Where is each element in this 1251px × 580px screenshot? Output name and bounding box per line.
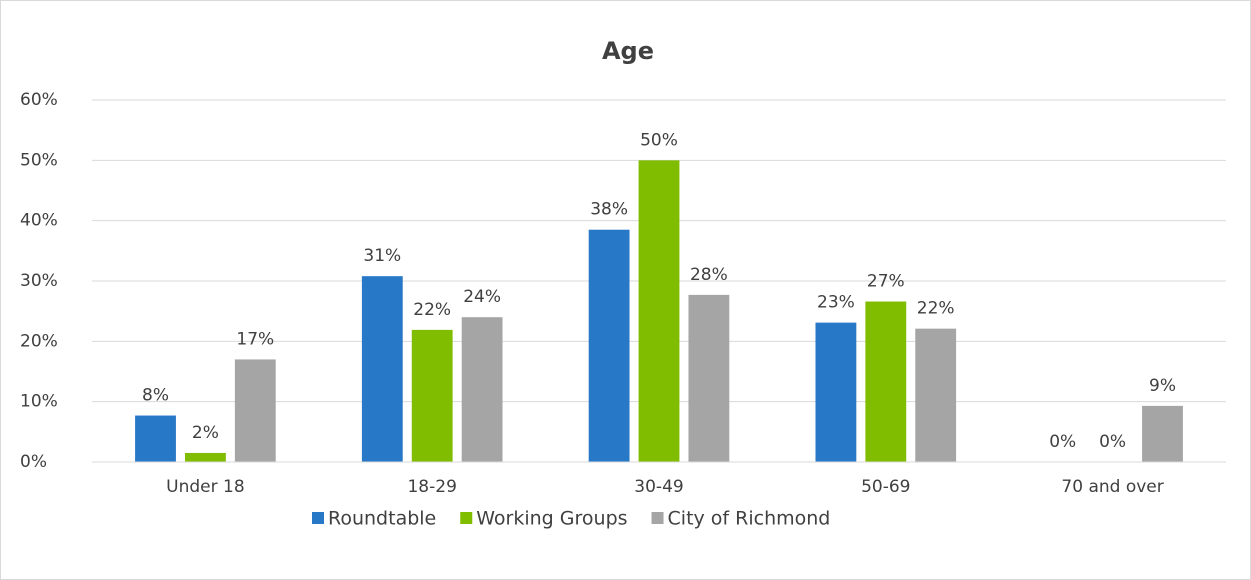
y-tick-label: 50% <box>20 150 58 170</box>
data-label: 22% <box>917 299 955 319</box>
x-tick-label: 70 and over <box>1061 477 1163 497</box>
y-tick-label: 60% <box>20 90 58 110</box>
legend-swatch <box>651 512 664 524</box>
legend-swatch <box>460 512 473 524</box>
bar <box>461 317 503 462</box>
data-label: 2% <box>192 423 219 443</box>
bar <box>688 294 730 462</box>
x-tick-label: Under 18 <box>166 477 245 497</box>
data-label: 0% <box>1049 432 1076 452</box>
bar <box>638 160 680 463</box>
data-label: 0% <box>1099 432 1126 452</box>
data-label: 28% <box>690 265 728 285</box>
x-tick-label: 18-29 <box>407 477 456 497</box>
bar <box>865 301 907 462</box>
bar <box>184 452 226 462</box>
bar <box>915 328 957 462</box>
y-tick-label: 0% <box>20 452 47 472</box>
x-tick-label: 50-69 <box>861 477 910 497</box>
x-tick-label: 30-49 <box>634 477 683 497</box>
y-tick-label: 20% <box>20 331 58 351</box>
y-tick-label: 30% <box>20 271 58 291</box>
bar <box>135 415 176 462</box>
data-label: 38% <box>590 200 628 220</box>
legend-label: Roundtable <box>328 508 436 530</box>
data-label: 22% <box>413 300 451 320</box>
data-label: 9% <box>1149 376 1176 396</box>
data-label: 8% <box>142 386 169 406</box>
y-tick-label: 10% <box>20 392 58 412</box>
bar <box>588 229 630 462</box>
legend-swatch <box>312 512 324 524</box>
y-tick-label: 40% <box>20 211 58 231</box>
legend-label: Working Groups <box>476 508 627 530</box>
data-label: 23% <box>817 293 855 313</box>
data-label: 17% <box>236 329 274 349</box>
bar <box>234 359 276 462</box>
bar <box>361 276 403 462</box>
bar <box>411 329 453 462</box>
chart-title: Age <box>602 37 654 65</box>
bar <box>1142 405 1183 462</box>
data-label: 50% <box>640 130 678 150</box>
bar <box>815 322 857 462</box>
legend-label: City of Richmond <box>668 508 831 530</box>
data-label: 24% <box>463 287 501 307</box>
data-label: 27% <box>867 272 905 292</box>
data-label: 31% <box>363 246 401 266</box>
